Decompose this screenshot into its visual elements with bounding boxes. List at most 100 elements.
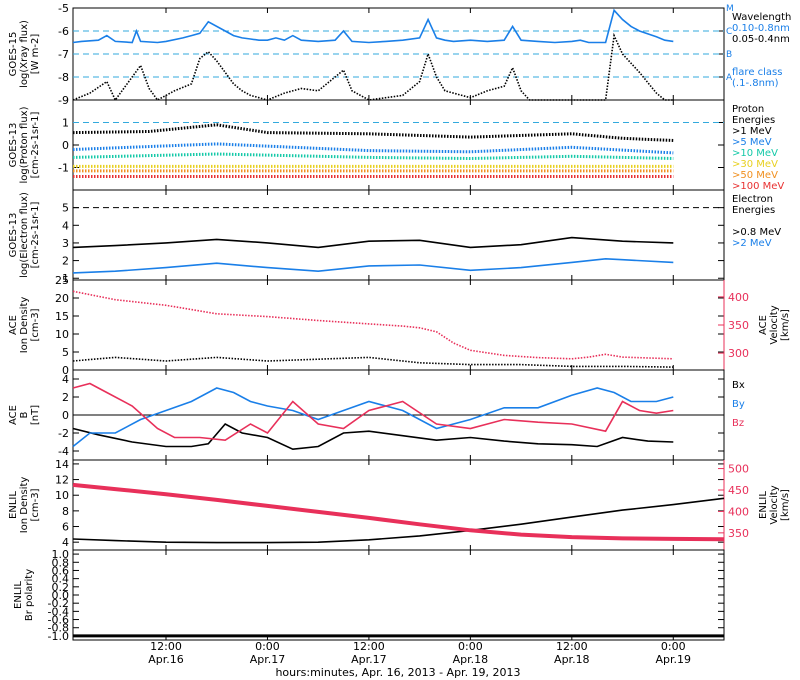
right-axis-label-line: ENLIL bbox=[758, 491, 769, 519]
y-tick-label: 1 bbox=[62, 272, 69, 285]
panel-ace-b: -4 -2 0 2 4 ACEB[nT] Bx By Bz bbox=[8, 369, 745, 461]
legend-label: 0.05-0.4nm bbox=[732, 34, 790, 45]
series-bz bbox=[72, 382, 674, 442]
series--1-mev bbox=[72, 123, 674, 142]
y-tick-label: -0.8 bbox=[48, 622, 69, 635]
y-axis-label-line: GOES-13 bbox=[8, 123, 19, 168]
series--10-mev bbox=[72, 152, 674, 161]
right-axis-label-line: ACE bbox=[758, 315, 769, 335]
right-y-tick-label: 350 bbox=[728, 527, 749, 540]
y-tick-label: 5 bbox=[62, 346, 69, 359]
y-tick-label: 0.0 bbox=[52, 589, 70, 602]
y-axis-label-line: ACE bbox=[8, 405, 19, 425]
y-tick-label: 5 bbox=[62, 202, 69, 215]
y-tick-label: -4 bbox=[58, 445, 69, 458]
legend-label: Energies bbox=[732, 205, 775, 216]
legend-label: Energies bbox=[732, 115, 775, 126]
legend-label: Proton bbox=[732, 104, 764, 115]
legend-label: >10 MeV bbox=[732, 148, 778, 159]
legend-label: >5 MeV bbox=[732, 137, 772, 148]
right-axis-label: ACEVelocity[km/s] bbox=[758, 305, 791, 344]
x-tick-time-label: 0:00 bbox=[458, 640, 483, 653]
x-tick-date-label: Apr.18 bbox=[554, 653, 590, 666]
y-tick-label: -1 bbox=[58, 162, 69, 175]
series-0-05-0-4nm bbox=[72, 32, 674, 102]
flare-class-label: C bbox=[726, 27, 732, 37]
series--0-8-mev bbox=[72, 236, 674, 249]
y-tick-label: 0.4 bbox=[52, 573, 70, 586]
y-axis-label-line: log(Electron flux) bbox=[19, 192, 30, 278]
y-tick-label: 20 bbox=[55, 292, 69, 305]
y-axis-label-line: Ion Density bbox=[19, 297, 30, 354]
y-tick-label: -2 bbox=[58, 427, 69, 440]
series-bx bbox=[72, 422, 674, 451]
legend-label: >50 MeV bbox=[732, 170, 778, 181]
legend-label: Electron bbox=[732, 194, 773, 205]
y-axis-label-line: ENLIL bbox=[8, 491, 19, 519]
y-tick-label: -9 bbox=[58, 94, 69, 107]
panel-goes-proton: -1 0 1 GOES-13log(Proton flux)[cm-2s-1sr-1]… bbox=[8, 99, 784, 192]
y-axis-label-line: log(Xray flux) bbox=[19, 20, 30, 88]
x-tick-time-label: 12:00 bbox=[150, 640, 182, 653]
panels: -9 -8 -7 -6 -5 GOES-15log(Xray flux)[W m-2] Wa… bbox=[8, 2, 791, 643]
legend-label: flare class bbox=[732, 67, 782, 78]
y-axis-label-line: log(Proton flux) bbox=[19, 106, 30, 183]
y-tick-label: 2 bbox=[62, 391, 69, 404]
series-0-10-0-8nm bbox=[72, 8, 674, 44]
series-velocity bbox=[72, 482, 725, 542]
legend-label: By bbox=[732, 399, 745, 410]
series-by bbox=[72, 387, 674, 448]
y-tick-label: 15 bbox=[55, 310, 69, 323]
legend-label: >100 MeV bbox=[732, 181, 784, 192]
y-axis-label-line: GOES-15 bbox=[8, 32, 19, 77]
y-tick-label: 4 bbox=[62, 373, 69, 386]
series--2-mev bbox=[72, 257, 674, 274]
y-axis-label-line: [nT] bbox=[30, 405, 41, 425]
right-axis-label-line: Velocity bbox=[769, 485, 780, 524]
x-tick-time-label: 0:00 bbox=[661, 640, 686, 653]
y-tick-label: 0 bbox=[62, 139, 69, 152]
legend-label: Bz bbox=[732, 418, 744, 429]
y-axis-label: GOES-15log(Xray flux)[W m-2] bbox=[8, 20, 41, 88]
y-axis-label-line: ENLIL bbox=[13, 581, 24, 609]
right-axis-label: ENLILVelocity[km/s] bbox=[758, 485, 791, 524]
y-tick-label: -7 bbox=[58, 48, 69, 61]
y-tick-label: 1.0 bbox=[52, 548, 70, 561]
y-axis-label-line: [cm-2s-1sr-1] bbox=[30, 111, 41, 178]
y-tick-label: 8 bbox=[62, 505, 69, 518]
y-axis-label: GOES-13log(Electron flux)[cm-2s-1sr-1] bbox=[8, 192, 41, 278]
x-tick-time-label: 12:00 bbox=[353, 640, 385, 653]
y-tick-label: 4 bbox=[62, 536, 69, 549]
x-tick-date-label: Apr.17 bbox=[351, 653, 387, 666]
y-tick-label: 2 bbox=[62, 255, 69, 268]
x-axis: 12:00Apr.160:00Apr.1712:00Apr.170:00Apr.… bbox=[148, 640, 691, 666]
y-tick-label: 4 bbox=[62, 219, 69, 232]
y-tick-label: 10 bbox=[55, 328, 69, 341]
right-y-tick-label: 500 bbox=[728, 463, 749, 476]
y-tick-label: 0.8 bbox=[52, 556, 70, 569]
panel-frame bbox=[72, 549, 725, 641]
legend-label: >0.8 MeV bbox=[732, 227, 781, 238]
x-tick-date-label: Apr.16 bbox=[148, 653, 184, 666]
flare-class-label: M bbox=[726, 4, 734, 14]
flare-class-label: A bbox=[726, 73, 733, 83]
y-axis-label-line: [cm-3] bbox=[30, 308, 41, 341]
y-tick-label: 0 bbox=[62, 409, 69, 422]
y-axis-label: ACEIon Density[cm-3] bbox=[8, 297, 41, 354]
legend-label: Bx bbox=[732, 380, 745, 391]
y-axis-label: GOES-13log(Proton flux)[cm-2s-1sr-1] bbox=[8, 106, 41, 183]
legend-label: Wavelength bbox=[732, 12, 791, 23]
legend-label: (.1-.8nm) bbox=[732, 78, 779, 89]
y-axis-label-line: [W m-2] bbox=[30, 34, 41, 75]
y-axis-label-line: Br polarity bbox=[24, 569, 35, 621]
flare-class-label: B bbox=[726, 50, 732, 60]
y-axis-label-line: [cm-2s-1sr-1] bbox=[30, 201, 41, 268]
right-axis-label-line: [km/s] bbox=[780, 309, 791, 341]
y-axis-label-line: ACE bbox=[8, 315, 19, 335]
y-tick-label: 3 bbox=[62, 237, 69, 250]
y-tick-label: -0.6 bbox=[48, 614, 69, 627]
series--5-mev bbox=[72, 142, 674, 155]
y-axis-label: ENLILIon Density[cm-3] bbox=[8, 477, 41, 534]
